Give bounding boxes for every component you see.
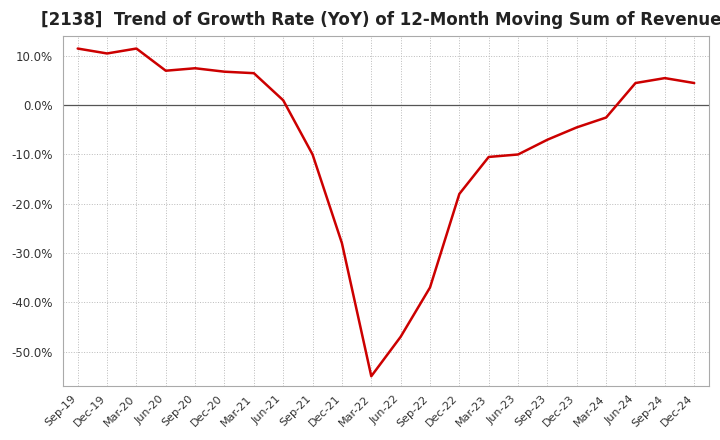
Title: [2138]  Trend of Growth Rate (YoY) of 12-Month Moving Sum of Revenues: [2138] Trend of Growth Rate (YoY) of 12-… [41,11,720,29]
